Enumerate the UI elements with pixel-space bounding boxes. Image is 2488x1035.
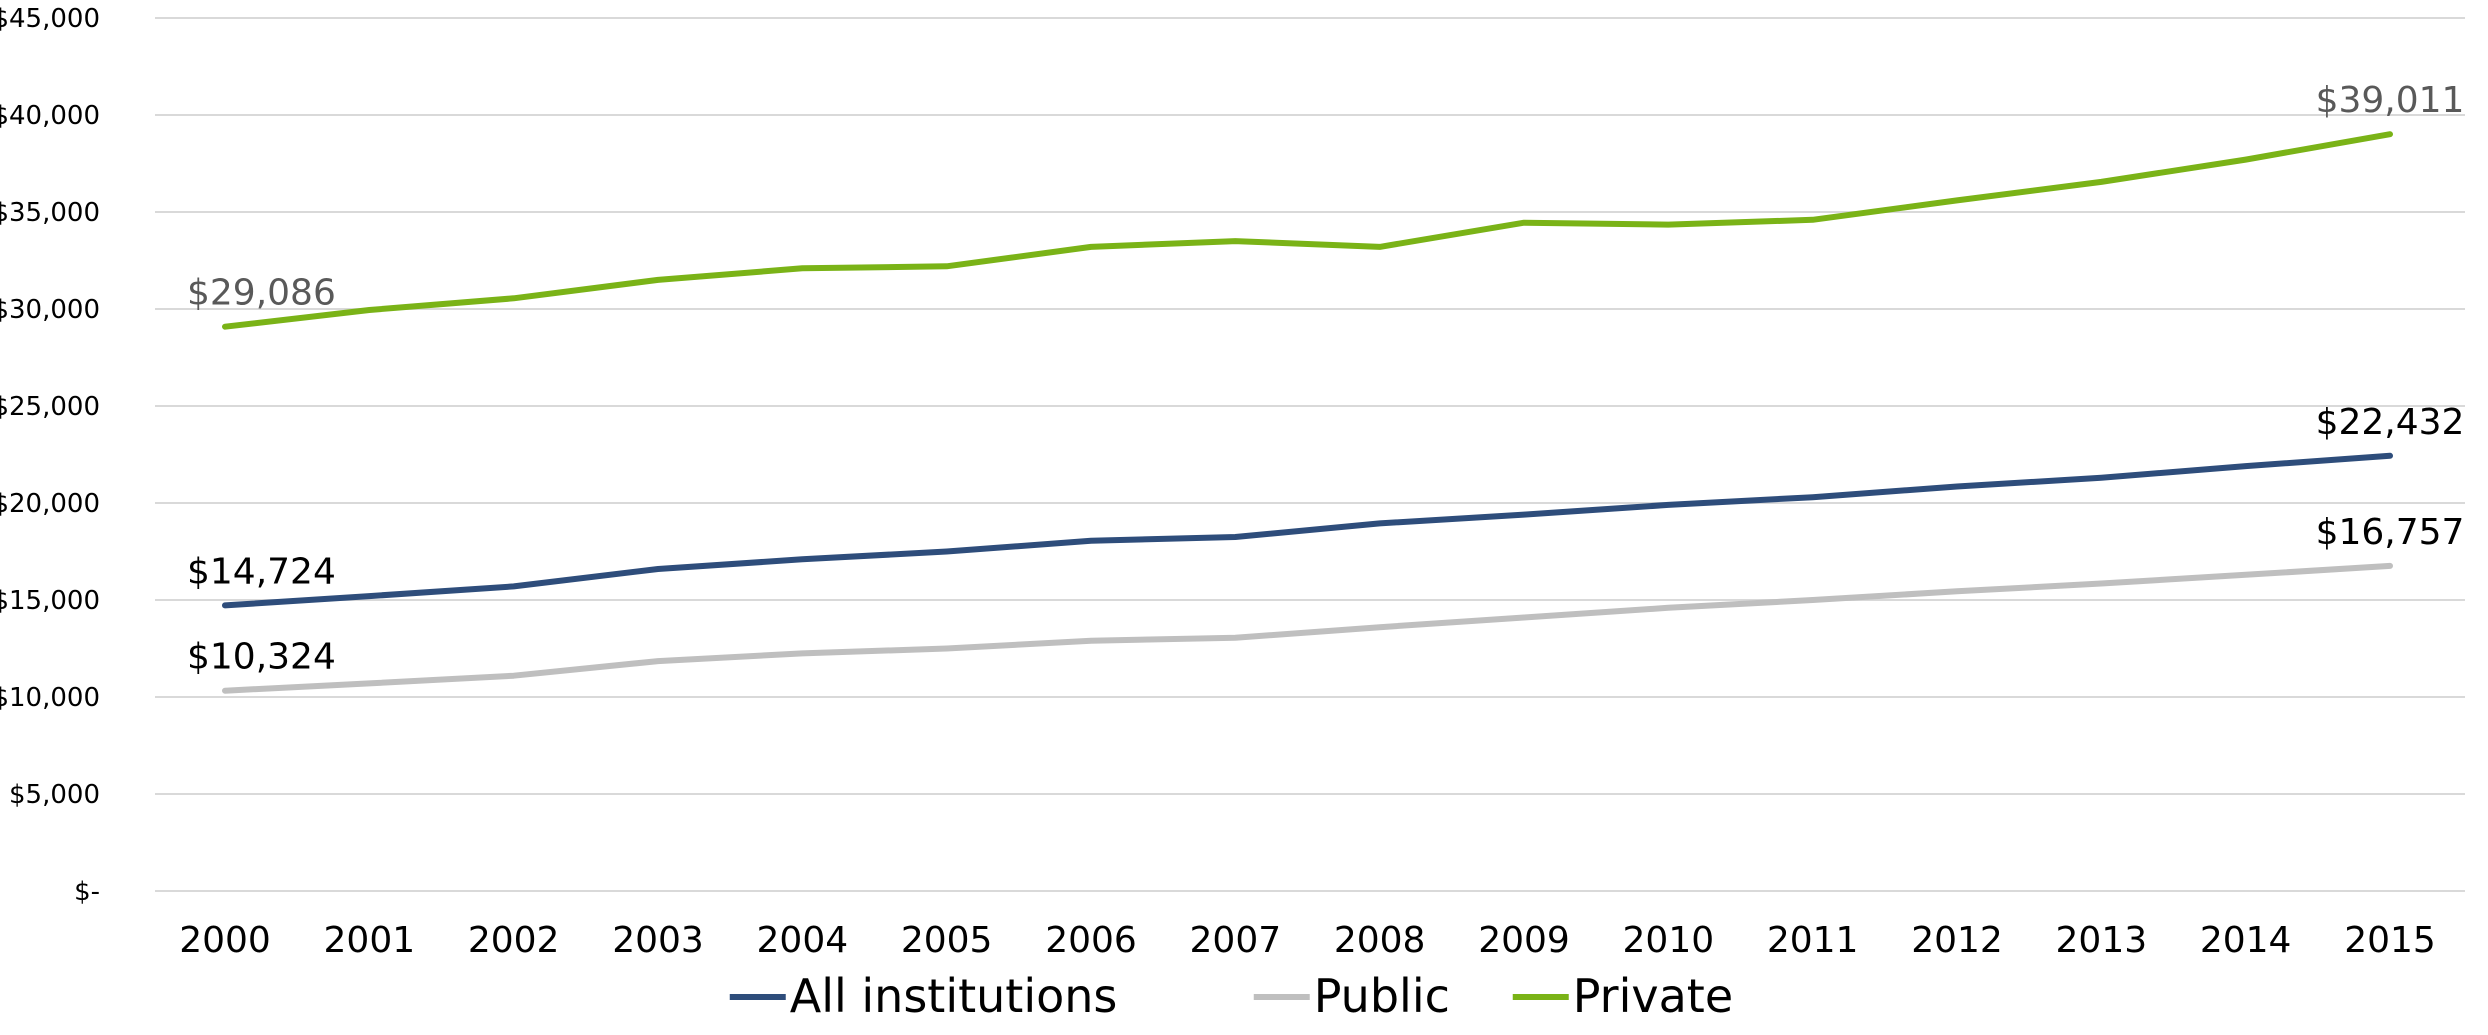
legend-item-all-institutions: All institutions [729, 969, 1118, 1023]
data-point [2389, 133, 2391, 135]
data-point [1667, 224, 1669, 226]
data-point [946, 265, 948, 267]
data-point [1234, 637, 1236, 639]
data-point [1667, 504, 1669, 506]
x-tick-label: 2004 [757, 920, 849, 961]
data-point [657, 279, 659, 281]
x-tick-label: 2007 [1190, 920, 1282, 961]
data-point [224, 604, 226, 606]
data-point [801, 267, 803, 269]
x-tick-label: 2008 [1334, 920, 1426, 961]
y-tick-label: $35,000 [0, 198, 100, 228]
legend-item-private: Private [1512, 969, 1733, 1023]
data-point [1379, 522, 1381, 524]
data-point [946, 648, 948, 649]
data-point [1956, 590, 1958, 592]
x-tick-label: 2006 [1045, 920, 1137, 961]
data-point [224, 326, 226, 328]
data-label: $16,757 [2316, 512, 2465, 553]
data-point [2100, 181, 2102, 183]
data-point [657, 568, 659, 570]
x-tick-label: 2015 [2344, 920, 2436, 961]
data-point [368, 682, 370, 684]
legend-label: Private [1573, 969, 1733, 1023]
data-point [2100, 477, 2102, 479]
data-label: $14,724 [187, 551, 336, 592]
legend-label: Public [1314, 969, 1450, 1023]
data-point [2245, 465, 2247, 467]
series-lines [222, 131, 2393, 694]
data-point [1812, 599, 1814, 601]
data-point [1523, 616, 1525, 618]
data-point [1956, 199, 1958, 201]
data-label: $22,432 [2316, 402, 2465, 443]
y-tick-label: $5,000 [9, 780, 100, 810]
data-label: $39,011 [2316, 80, 2465, 121]
y-tick-label: $30,000 [0, 295, 100, 325]
data-point [2245, 159, 2247, 161]
x-tick-label: 2011 [1767, 920, 1859, 961]
data-point [1523, 514, 1525, 516]
data-point [513, 297, 515, 299]
data-point [1090, 540, 1092, 542]
grid [155, 17, 2465, 892]
data-point [1090, 246, 1092, 248]
data-point [368, 309, 370, 311]
data-point [1379, 246, 1381, 248]
series-line-all-institutions [222, 452, 2393, 609]
x-tick-label: 2009 [1478, 920, 1570, 961]
data-labels: $14,724 $22,432 $10,324 $16,757 $29,086 $39,0… [187, 80, 2464, 678]
x-tick-label: 2000 [179, 920, 271, 961]
series-line-public [222, 562, 2393, 694]
y-tick-label: $15,000 [0, 586, 100, 616]
data-point [1379, 626, 1381, 628]
x-tick-label: 2003 [612, 920, 704, 961]
y-tick-label: $25,000 [0, 392, 100, 422]
y-axis: $- $5,000 $10,000 $15,000 $20,000 $25,000 $30,… [0, 4, 100, 907]
data-point [1523, 222, 1525, 224]
x-axis: 2000 2001 2002 2003 2004 2005 2006 2007 2008 2009… [179, 920, 2436, 961]
data-point [1667, 607, 1669, 609]
data-point [1956, 486, 1958, 488]
x-tick-label: 2001 [324, 920, 416, 961]
data-label: $29,086 [187, 273, 336, 314]
data-point [368, 595, 370, 597]
data-point [2245, 574, 2247, 576]
y-tick-label: $45,000 [0, 4, 100, 34]
data-point [1812, 219, 1814, 221]
data-point [2100, 583, 2102, 585]
data-point [224, 690, 226, 692]
x-tick-label: 2013 [2056, 920, 2148, 961]
x-tick-label: 2012 [1911, 920, 2003, 961]
y-tick-label: $40,000 [0, 101, 100, 131]
y-tick-label: $- [74, 877, 100, 907]
data-point [1234, 240, 1236, 242]
data-point [1090, 640, 1092, 642]
y-tick-label: $20,000 [0, 489, 100, 519]
data-point [801, 558, 803, 560]
x-tick-label: 2005 [901, 920, 993, 961]
data-point [801, 652, 803, 654]
legend-item-public: Public [1253, 969, 1450, 1023]
data-label: $10,324 [187, 637, 336, 678]
x-tick-label: 2010 [1623, 920, 1715, 961]
series-line-private [222, 131, 2393, 330]
x-tick-label: 2002 [468, 920, 560, 961]
data-point [513, 585, 515, 587]
data-point [2389, 455, 2391, 457]
data-point [513, 675, 515, 677]
x-tick-label: 2014 [2200, 920, 2292, 961]
legend: All institutions Public Private [729, 969, 1733, 1023]
data-point [946, 551, 948, 552]
data-point [1812, 496, 1814, 498]
data-point [2389, 565, 2391, 567]
y-tick-label: $10,000 [0, 683, 100, 713]
data-point [657, 660, 659, 662]
legend-label: All institutions [790, 969, 1118, 1023]
data-point [1234, 536, 1236, 538]
